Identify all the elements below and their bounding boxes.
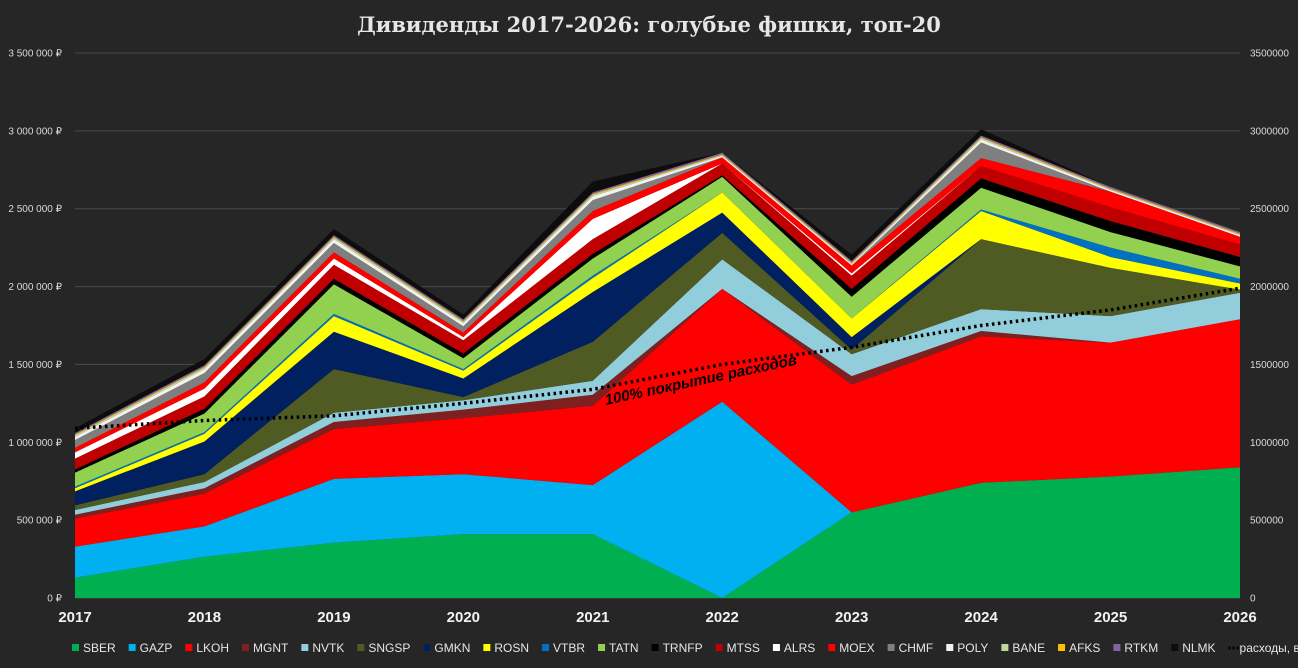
area-sngsp (75, 232, 1240, 511)
area-nvtk (75, 259, 1240, 515)
legend-label: GMKN (434, 641, 470, 655)
y-tick-label-left: 2 500 000 ₽ (8, 204, 62, 215)
expenses-line (74, 286, 1241, 431)
legend-label: SBER (83, 641, 116, 655)
y-tick-label-right: 3500000 (1250, 49, 1289, 60)
legend-swatch (1058, 644, 1066, 651)
legend-label: TRNFP (663, 641, 703, 655)
legend-label: NVTK (312, 641, 344, 655)
area-sber (75, 467, 1240, 598)
legend-label: расходы, в год (1240, 641, 1298, 655)
x-tick-label: 2026 (1223, 609, 1256, 626)
legend-label: ROSN (494, 641, 529, 655)
legend-swatch (542, 644, 550, 651)
legend-label: MOEX (839, 641, 874, 655)
legend-swatch (483, 644, 491, 651)
legend-swatch (828, 644, 836, 651)
legend-label: CHMF (899, 641, 934, 655)
stacked-areas (75, 129, 1240, 598)
y-tick-label-right: 0 (1250, 594, 1256, 605)
area-gazp (75, 401, 1240, 598)
legend-swatch (715, 644, 723, 651)
legend: SBER GAZP LKOH MGNT NVTK SNGSP GMKN ROSN VTBR TAT… (72, 641, 1298, 655)
legend-swatch (598, 644, 606, 651)
x-tick-label: 2023 (835, 609, 868, 626)
x-tick-label: 2022 (706, 609, 739, 626)
y-tick-label-right: 1000000 (1250, 438, 1289, 449)
legend-swatch (946, 644, 954, 651)
legend-label: BANE (1012, 641, 1045, 655)
area-gmkn (75, 212, 1240, 506)
legend-swatch (1001, 644, 1009, 651)
y-tick-label-right: 2500000 (1250, 204, 1289, 215)
y-tick-label-left: 1 500 000 ₽ (8, 360, 62, 371)
legend-label: RTKM (1124, 641, 1158, 655)
x-tick-label: 2019 (317, 609, 350, 626)
legend-swatch (1171, 644, 1179, 651)
legend-swatch (301, 644, 309, 651)
legend-swatch (887, 644, 895, 651)
y-tick-label-left: 1 000 000 ₽ (8, 438, 62, 449)
x-axis: 2017 2018 2019 2020 2021 2022 2023 2024 2025 2026 (58, 609, 1256, 626)
y-tick-label-left: 2 000 000 ₽ (8, 282, 62, 293)
legend-swatch (185, 644, 193, 651)
expenses-line-group (74, 286, 1241, 431)
area-rosn (75, 192, 1240, 492)
legend-label: TATN (609, 641, 639, 655)
legend-label: POLY (957, 641, 988, 655)
legend-label: MGNT (253, 641, 289, 655)
legend-label: VTBR (553, 641, 585, 655)
legend-swatch (772, 644, 780, 651)
x-tick-label: 2025 (1094, 609, 1127, 626)
x-tick-label: 2018 (188, 609, 221, 626)
y-tick-label-right: 2000000 (1250, 282, 1289, 293)
legend-swatch (72, 644, 79, 651)
y-tick-label-right: 500000 (1250, 516, 1284, 527)
x-tick-label: 2017 (58, 609, 91, 626)
legend-label: MTSS (727, 641, 760, 655)
y-axis-right: 0 500000 1000000 1500000 2000000 2500000 30000… (1250, 49, 1289, 605)
y-tick-label-left: 0 ₽ (47, 594, 62, 605)
area-lkoh (75, 288, 1240, 547)
y-axis-left: 0 ₽ 500 000 ₽ 1 000 000 ₽ 1 500 000 ₽ 2 000 … (8, 49, 62, 605)
y-tick-label-left: 500 000 ₽ (17, 516, 63, 527)
x-tick-label: 2020 (447, 609, 480, 626)
legend-swatch (423, 644, 431, 651)
legend-swatch (242, 644, 250, 651)
legend-swatch (1113, 644, 1121, 651)
legend-label: ALRS (784, 641, 815, 655)
y-tick-label-left: 3 000 000 ₽ (8, 126, 62, 137)
legend-swatch (651, 644, 659, 651)
chart-title: Дивиденды 2017-2026: голубые фишки, топ-… (357, 12, 941, 37)
legend-label: AFKS (1069, 641, 1100, 655)
legend-label: NLMK (1182, 641, 1215, 655)
area-tatn (75, 176, 1240, 487)
x-tick-label: 2021 (576, 609, 609, 626)
area-mgnt (75, 288, 1240, 519)
y-tick-label-right: 1500000 (1250, 360, 1289, 371)
legend-label: SNGSP (368, 641, 410, 655)
legend-label: GAZP (140, 641, 173, 655)
legend-swatch (128, 644, 136, 651)
legend-label: LKOH (196, 641, 229, 655)
x-tick-label: 2024 (964, 609, 998, 626)
y-tick-label-right: 3000000 (1250, 126, 1289, 137)
legend-swatch (357, 644, 365, 651)
y-tick-label-left: 3 500 000 ₽ (8, 49, 62, 60)
